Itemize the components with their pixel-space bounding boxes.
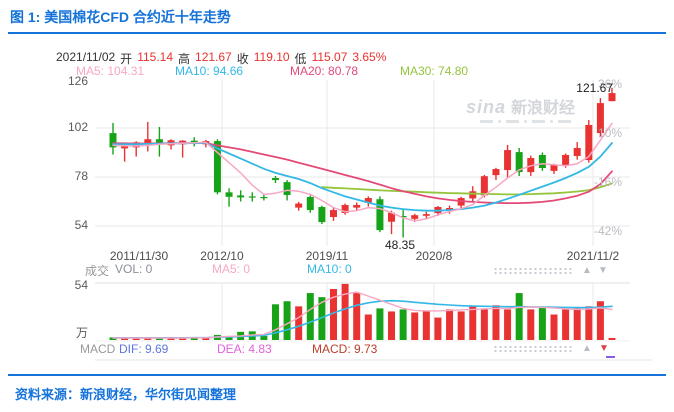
y-axis-percent-label: 36% <box>597 76 622 91</box>
dea-value: DEA: 4.83 <box>217 342 272 356</box>
source-line: 资料来源：新浪财经，华尔街见闻整理 <box>15 387 237 402</box>
macd-dea-line-sliver <box>606 356 615 358</box>
sina-watermark: sina 新浪财经 <box>466 94 575 123</box>
y-axis-price-label: 54 <box>74 218 88 232</box>
quote-bar: 2021/11/02 开 115.14 高 121.67 收 119.10 低 … <box>56 50 386 67</box>
title-divider <box>8 32 666 34</box>
high-value: 121.67 <box>195 50 232 64</box>
quote-date: 2021/11/02 <box>56 50 116 64</box>
vol-value: VOL: 0 <box>115 262 153 276</box>
scrollbar-dots[interactable] <box>493 267 573 276</box>
triangle-up-icon-macd[interactable]: ▲ <box>582 343 592 354</box>
watermark-name: 新浪财经 <box>511 100 576 117</box>
figure-title: 图 1: 美国棉花CFD 合约近十年走势 <box>10 9 231 25</box>
triangle-up-icon[interactable]: ▲ <box>582 265 592 276</box>
x-axis-date-label: 2011/11/30 <box>109 249 169 263</box>
y-axis-price-label: 78 <box>74 168 88 183</box>
vol-ma5-legend: MA5: 0 <box>212 262 251 276</box>
macd-value: MACD: 9.73 <box>312 342 378 356</box>
low-value: 115.07 <box>311 50 348 64</box>
vol-ma10-legend: MA10: 0 <box>307 262 352 276</box>
high-price-label: 121.67 <box>576 81 613 95</box>
volume-axis-unit: 万 <box>75 326 88 340</box>
ma30-legend: MA30: 74.80 <box>400 64 469 78</box>
dif-value: DIF: 9.69 <box>119 342 169 356</box>
close-value: 119.10 <box>253 50 290 64</box>
sina-logo: sina <box>466 97 507 117</box>
x-axis-date-label: 2019/11 <box>305 249 349 263</box>
y-axis-percent-label: 10% <box>597 125 622 140</box>
ma10-legend: MA10: 94.66 <box>175 64 244 78</box>
y-axis-percent-label: -16% <box>593 174 622 189</box>
scrollbar-dots-macd[interactable] <box>493 345 573 354</box>
open-value: 115.14 <box>137 50 173 64</box>
ma5-legend: MA5: 104.31 <box>76 64 145 78</box>
volume-pane-title: 成交 <box>85 264 110 278</box>
x-axis-date-label: 2012/10 <box>200 249 244 263</box>
y-axis-percent-label: -42% <box>593 224 622 238</box>
triangle-down-icon[interactable]: ▼ <box>598 265 608 276</box>
y-axis-price-label: 102 <box>67 119 88 134</box>
watermark-slogan <box>480 120 575 123</box>
open-label: 开 <box>120 52 133 66</box>
y-axis-price-label: 126 <box>67 74 88 88</box>
close-label: 收 <box>236 52 249 66</box>
ma20-legend: MA20: 80.78 <box>290 64 359 78</box>
footer-divider <box>8 374 666 376</box>
volume-axis-max: 54 <box>74 278 88 292</box>
low-label: 低 <box>294 52 307 66</box>
low-price-label: 48.35 <box>384 238 416 252</box>
change-percent: 3.65% <box>352 50 387 64</box>
high-label: 高 <box>178 52 191 66</box>
x-axis-date-label: 2020/8 <box>415 249 453 263</box>
macd-pane-title: MACD <box>80 342 116 356</box>
x-axis-date-label: 2021/11/2 <box>566 249 620 263</box>
triangle-down-icon-macd[interactable]: ▼ <box>599 343 609 354</box>
